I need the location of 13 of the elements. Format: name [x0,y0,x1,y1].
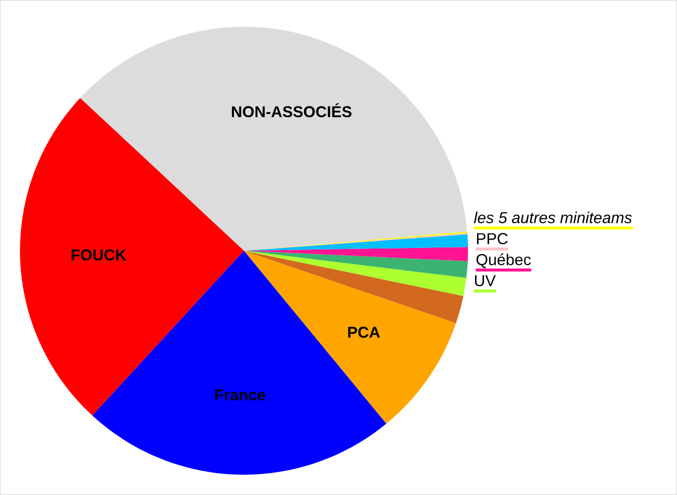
pie-slice [80,26,468,251]
pie-slice [244,247,468,262]
slice-label: PPC [477,233,508,244]
slice-label: FOUCK [72,249,126,260]
pie-slice [244,250,468,278]
slice-label: Québec [476,253,531,268]
slice-label: PCA [348,326,380,338]
pie-slice [244,250,464,324]
slice-label: NON-ASSOCIÉS [232,103,352,118]
pie-slice [244,250,466,296]
slice-label: les 5 autres miniteams [474,212,632,224]
slice-label: UV [475,275,496,286]
slice-label: France [215,390,266,400]
